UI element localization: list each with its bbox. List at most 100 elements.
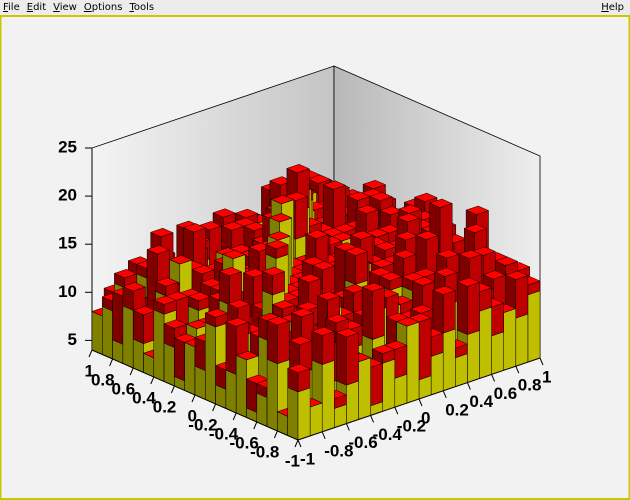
bar-face [235,354,247,418]
bar-face [154,277,179,287]
bar-face [205,322,216,405]
x-tick [491,374,496,382]
y-tick [129,367,134,376]
bar-face [222,249,246,259]
bar-face [309,402,323,437]
bar-face [430,351,444,396]
bar-face [225,317,249,327]
bar-face [227,299,251,309]
bar-face [411,276,436,286]
bar-face [287,363,311,373]
x-tick [321,431,326,439]
bar-face [266,358,278,432]
bar-face [132,305,157,316]
bar-face [168,255,193,265]
bar-face [153,309,165,382]
x-tick [394,407,399,415]
bar-face [361,282,386,292]
bar-face [355,204,379,214]
bar-face [355,251,368,285]
bar-face [246,378,258,413]
z-tick-label: 5 [68,330,77,349]
bar-face [467,330,480,383]
bar-face [396,213,421,223]
menu-item[interactable]: Tools [129,2,155,13]
bar-face [270,194,295,205]
bar-face [344,246,369,256]
bar-face [346,380,359,424]
y-tick-label: 0 [188,406,197,425]
bar-face [442,328,456,392]
bar-face [243,221,267,232]
bar-face [113,269,138,279]
x-tick [466,382,471,390]
bar-face [398,204,422,214]
bar-face [372,286,385,340]
bar-face [321,360,335,433]
bar-face [212,208,237,218]
bar-face [268,213,293,223]
bar-face [234,208,259,218]
bar-face [394,231,419,241]
bar-face [225,369,237,414]
bar-face [503,308,517,371]
x-tick-label: 0.6 [494,384,518,403]
z-tick-label: 15 [58,234,77,253]
bar-face [491,331,504,375]
menu-item[interactable]: Help [601,2,624,13]
x-tick-label: 0.8 [518,376,542,395]
bar-face [456,281,468,335]
y-tick [253,421,258,430]
bar-face [153,295,177,305]
x-tick [442,390,447,398]
z-tick-label: 10 [58,282,77,301]
bar-face [122,282,146,292]
y-tick [109,358,114,367]
bar-face [435,249,460,259]
bar-face [296,301,320,311]
bar-face [463,223,488,234]
bar-face [321,331,335,365]
bar-face [432,289,444,334]
bar-face [286,164,310,174]
bar-face [163,342,175,387]
bar-face [491,302,504,337]
bar-face [395,317,420,327]
x-tick-label: 1 [542,367,551,386]
menu-item[interactable]: Options [83,2,123,13]
menu-item[interactable]: Edit [26,2,47,13]
y-tick [212,403,217,412]
bar-face [479,306,492,379]
x-tick-label: -0.8 [324,441,353,460]
bar-face [295,196,308,240]
bar-face [418,317,432,381]
menu-item[interactable]: File [3,2,20,13]
bar-face [194,365,206,400]
bar-face [378,271,403,281]
bar-face [429,198,453,208]
bar-face [394,345,408,379]
bar-face [311,261,336,271]
bar-face [515,313,529,367]
bar-face [335,332,347,386]
menu-item[interactable]: View [53,2,77,13]
y-tick-label: -0.2 [188,415,217,434]
y-tick-label: 0.4 [132,388,156,407]
bar-face [122,305,134,369]
bar-face [361,286,373,340]
y-tick [170,385,175,394]
bar-face [458,249,482,259]
bar-face [132,338,144,373]
x-tick [370,415,375,423]
bar-face [112,291,124,345]
bar-face [184,342,196,396]
bar-face [277,320,290,365]
bar-face [261,266,286,276]
y-tick [273,430,278,439]
y-tick-label: -0.4 [209,424,239,443]
bar-face [290,308,315,318]
bar-face [482,270,507,280]
x-tick [539,357,544,366]
bar-face [432,285,456,295]
